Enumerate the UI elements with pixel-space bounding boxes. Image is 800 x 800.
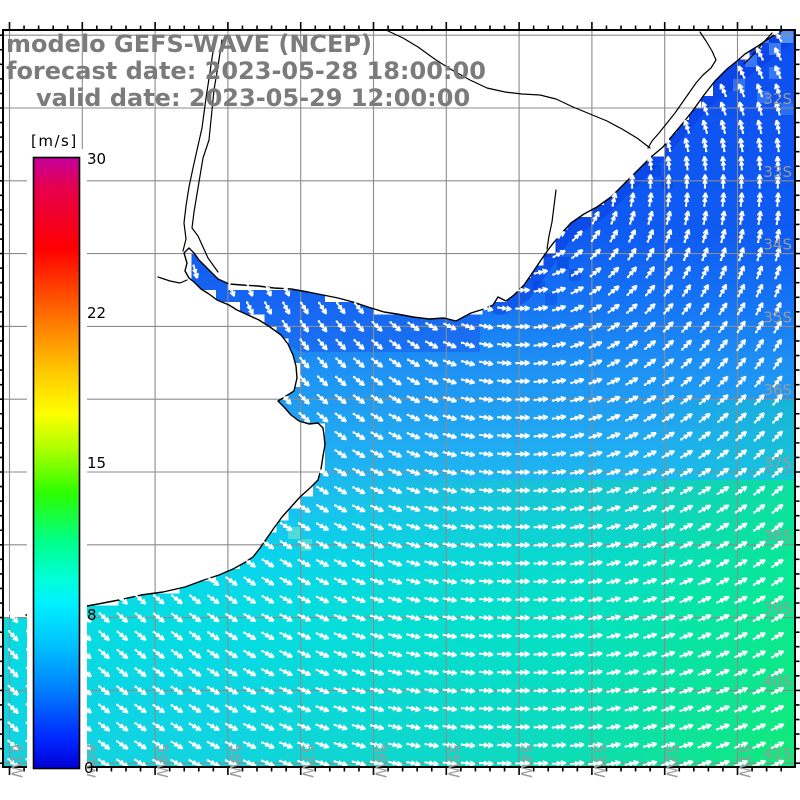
coastline-layer [25,30,784,616]
lon-label-57W: 57W [299,744,317,778]
lon-label-58W: 58W [226,744,244,778]
lat-label-34S: 34S [763,236,792,254]
forecast-date-line: forecast date: 2023-05-28 18:00:00 [6,57,486,85]
colorbar-gradient-bar [32,156,81,770]
lon-label-54W: 54W [517,744,535,778]
lat-label-38S: 38S [763,527,792,545]
lon-label-61W: 61W [8,744,26,778]
lon-label-56W: 56W [372,744,390,778]
lat-label-36S: 36S [763,381,792,399]
lon-label-59W: 59W [153,744,171,778]
lat-label-32S: 32S [763,90,792,108]
valid-date-line: valid date: 2023-05-29 12:00:00 [36,84,470,112]
lat-label-35S: 35S [763,308,792,326]
colorbar-tick-8: 8 [87,606,97,624]
colorbar-unit-label: [m/s] [31,132,78,150]
lat-label-33S: 33S [763,163,792,181]
lat-label-41S: 41S [763,745,792,763]
model-title: modelo GEFS-WAVE (NCEP) [6,30,372,58]
colorbar-tick-0: 0 [84,759,94,777]
colorbar: [m/s] 30 22 15 8 0 [27,132,106,777]
lat-label-37S: 37S [763,454,792,472]
colorbar-tick-30: 30 [87,150,106,168]
lon-label-51W: 51W [736,744,754,778]
map-frame-and-ticks [0,22,800,775]
colorbar-tick-15: 15 [87,454,106,472]
lat-label-40S: 40S [763,672,792,690]
lon-label-52W: 52W [663,744,681,778]
colorbar-tick-22: 22 [87,304,106,322]
lat-label-39S: 39S [763,600,792,618]
title-block: modelo GEFS-WAVE (NCEP) forecast date: 2… [6,30,486,112]
lon-label-55W: 55W [444,744,462,778]
wind-arrows [7,30,785,767]
lon-label-53W: 53W [590,744,608,778]
